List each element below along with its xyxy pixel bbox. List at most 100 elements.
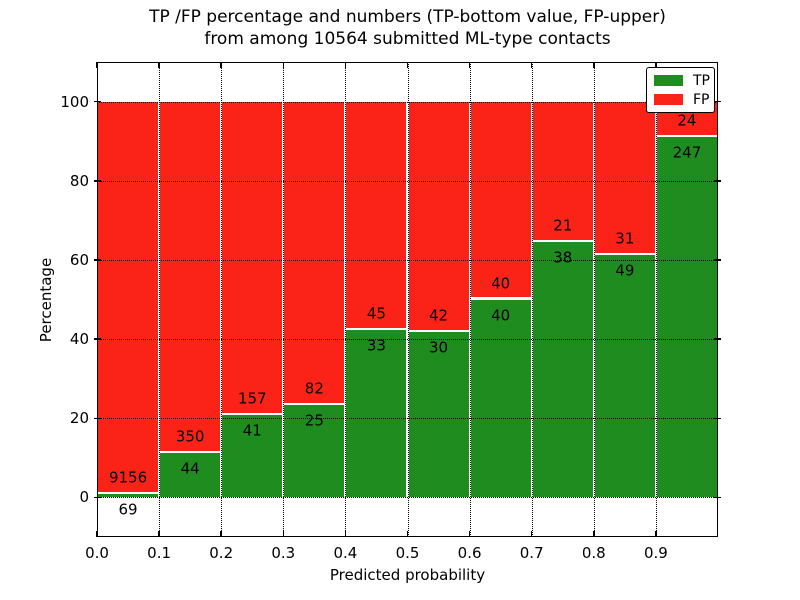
legend-label-tp: TP bbox=[693, 72, 710, 89]
x-tick-mark bbox=[530, 531, 533, 537]
x-tick-mark bbox=[282, 531, 285, 537]
tp-count-label: 69 bbox=[118, 500, 138, 519]
x-tick-mark-top bbox=[530, 62, 533, 68]
fp-color-swatch bbox=[654, 94, 683, 105]
x-gridline bbox=[283, 62, 285, 537]
fp-count-label: 21 bbox=[553, 216, 573, 235]
x-tick-mark bbox=[406, 531, 409, 537]
x-tick-label: 0.2 bbox=[209, 544, 234, 562]
x-tick-mark bbox=[344, 531, 347, 537]
tp-color-swatch bbox=[654, 75, 683, 86]
x-tick-label: 0.3 bbox=[271, 544, 296, 562]
fp-count-label: 350 bbox=[175, 427, 205, 446]
tp-bar-segment bbox=[470, 299, 531, 498]
fp-bar-segment bbox=[532, 101, 593, 243]
x-tick-mark bbox=[716, 531, 718, 537]
x-tick-mark bbox=[468, 531, 471, 537]
y-tick-mark-right bbox=[714, 338, 721, 340]
tp-bar-segment bbox=[346, 329, 407, 498]
fp-bar-segment bbox=[284, 101, 345, 405]
x-tick-mark-top bbox=[655, 62, 657, 68]
tp-bar-segment bbox=[408, 332, 469, 498]
fp-bar-segment bbox=[408, 101, 469, 333]
chart-title-line2: from among 10564 submitted ML-type conta… bbox=[204, 29, 611, 49]
tp-count-label: 44 bbox=[180, 459, 200, 478]
x-tick-mark-top bbox=[468, 62, 471, 68]
x-gridline bbox=[469, 62, 471, 537]
y-tick-mark bbox=[94, 338, 101, 340]
y-tick-mark-right bbox=[714, 100, 721, 103]
x-tick-label: 0.7 bbox=[519, 544, 544, 562]
tp-bar-segment bbox=[656, 136, 717, 498]
tp-count-label: 49 bbox=[615, 261, 635, 280]
x-tick-mark bbox=[220, 531, 222, 537]
y-tick-mark bbox=[94, 417, 101, 419]
fp-count-label: 24 bbox=[677, 111, 697, 130]
tp-count-label: 38 bbox=[553, 248, 573, 267]
x-gridline bbox=[655, 62, 657, 537]
y-tick-label: 80 bbox=[69, 171, 89, 190]
legend-entry-tp: TP bbox=[654, 72, 710, 89]
x-axis-label: Predicted probability bbox=[329, 566, 486, 584]
y-tick-mark bbox=[94, 259, 101, 261]
tp-count-label: 33 bbox=[366, 336, 386, 355]
x-tick-mark-top bbox=[406, 62, 409, 68]
y-tick-label: 0 bbox=[79, 488, 89, 507]
y-tick-label: 20 bbox=[69, 409, 89, 428]
fp-count-label: 157 bbox=[237, 389, 267, 408]
fp-count-label: 31 bbox=[615, 229, 635, 248]
x-tick-label: 0.8 bbox=[581, 544, 606, 562]
x-gridline bbox=[407, 62, 409, 537]
legend-label-fp: FP bbox=[693, 91, 710, 108]
fp-bar-segment bbox=[98, 101, 159, 495]
fp-bar-segment bbox=[594, 101, 655, 255]
y-tick-mark bbox=[94, 180, 101, 182]
x-gridline bbox=[345, 62, 347, 537]
tp-bar-segment bbox=[532, 242, 593, 498]
x-tick-mark-top bbox=[282, 62, 285, 68]
fp-bar-segment bbox=[160, 101, 221, 454]
fp-bar-segment bbox=[346, 101, 407, 330]
y-tick-mark-right bbox=[714, 417, 721, 419]
tp-bar-segment bbox=[222, 415, 283, 498]
tp-bar-segment bbox=[160, 453, 221, 498]
tp-count-label: 247 bbox=[672, 143, 702, 162]
y-tick-mark bbox=[94, 496, 101, 499]
y-tick-label: 60 bbox=[69, 250, 89, 269]
chart-title-line1: TP /FP percentage and numbers (TP-bottom… bbox=[149, 7, 666, 27]
x-tick-label: 0.6 bbox=[457, 544, 482, 562]
x-gridline bbox=[593, 62, 595, 537]
x-tick-label: 0.9 bbox=[643, 544, 668, 562]
fp-count-label: 40 bbox=[491, 274, 511, 292]
x-gridline bbox=[159, 62, 161, 537]
fp-count-label: 82 bbox=[304, 379, 324, 398]
y-tick-mark-right bbox=[714, 259, 721, 261]
tp-bar-segment bbox=[98, 494, 159, 498]
y-tick-mark-right bbox=[714, 180, 721, 182]
legend: TP FP bbox=[646, 67, 715, 113]
x-tick-mark-top bbox=[158, 62, 160, 68]
tp-count-label: 41 bbox=[242, 421, 262, 440]
fp-count-label: 45 bbox=[366, 304, 386, 323]
fp-bar-segment bbox=[222, 101, 283, 416]
chart-title: TP /FP percentage and numbers (TP-bottom… bbox=[97, 6, 718, 50]
tp-bar-segment bbox=[594, 254, 655, 498]
x-tick-mark-top bbox=[593, 62, 595, 68]
x-gridline bbox=[221, 62, 223, 537]
x-tick-label: 0.1 bbox=[147, 544, 172, 562]
tp-count-label: 40 bbox=[491, 306, 511, 324]
y-tick-mark bbox=[94, 100, 101, 103]
x-tick-mark bbox=[655, 531, 657, 537]
plot-area bbox=[94, 62, 721, 537]
y-tick-label: 40 bbox=[69, 330, 89, 349]
x-tick-mark bbox=[96, 531, 98, 537]
tp-bar-segment bbox=[284, 404, 345, 498]
x-tick-mark-top bbox=[220, 62, 222, 68]
x-tick-mark-top bbox=[96, 62, 98, 68]
fp-count-label: 9156 bbox=[108, 468, 148, 487]
x-gridline bbox=[531, 62, 533, 537]
fp-bar-segment bbox=[470, 101, 531, 300]
x-tick-mark bbox=[158, 531, 160, 537]
fp-count-label: 42 bbox=[429, 306, 449, 325]
